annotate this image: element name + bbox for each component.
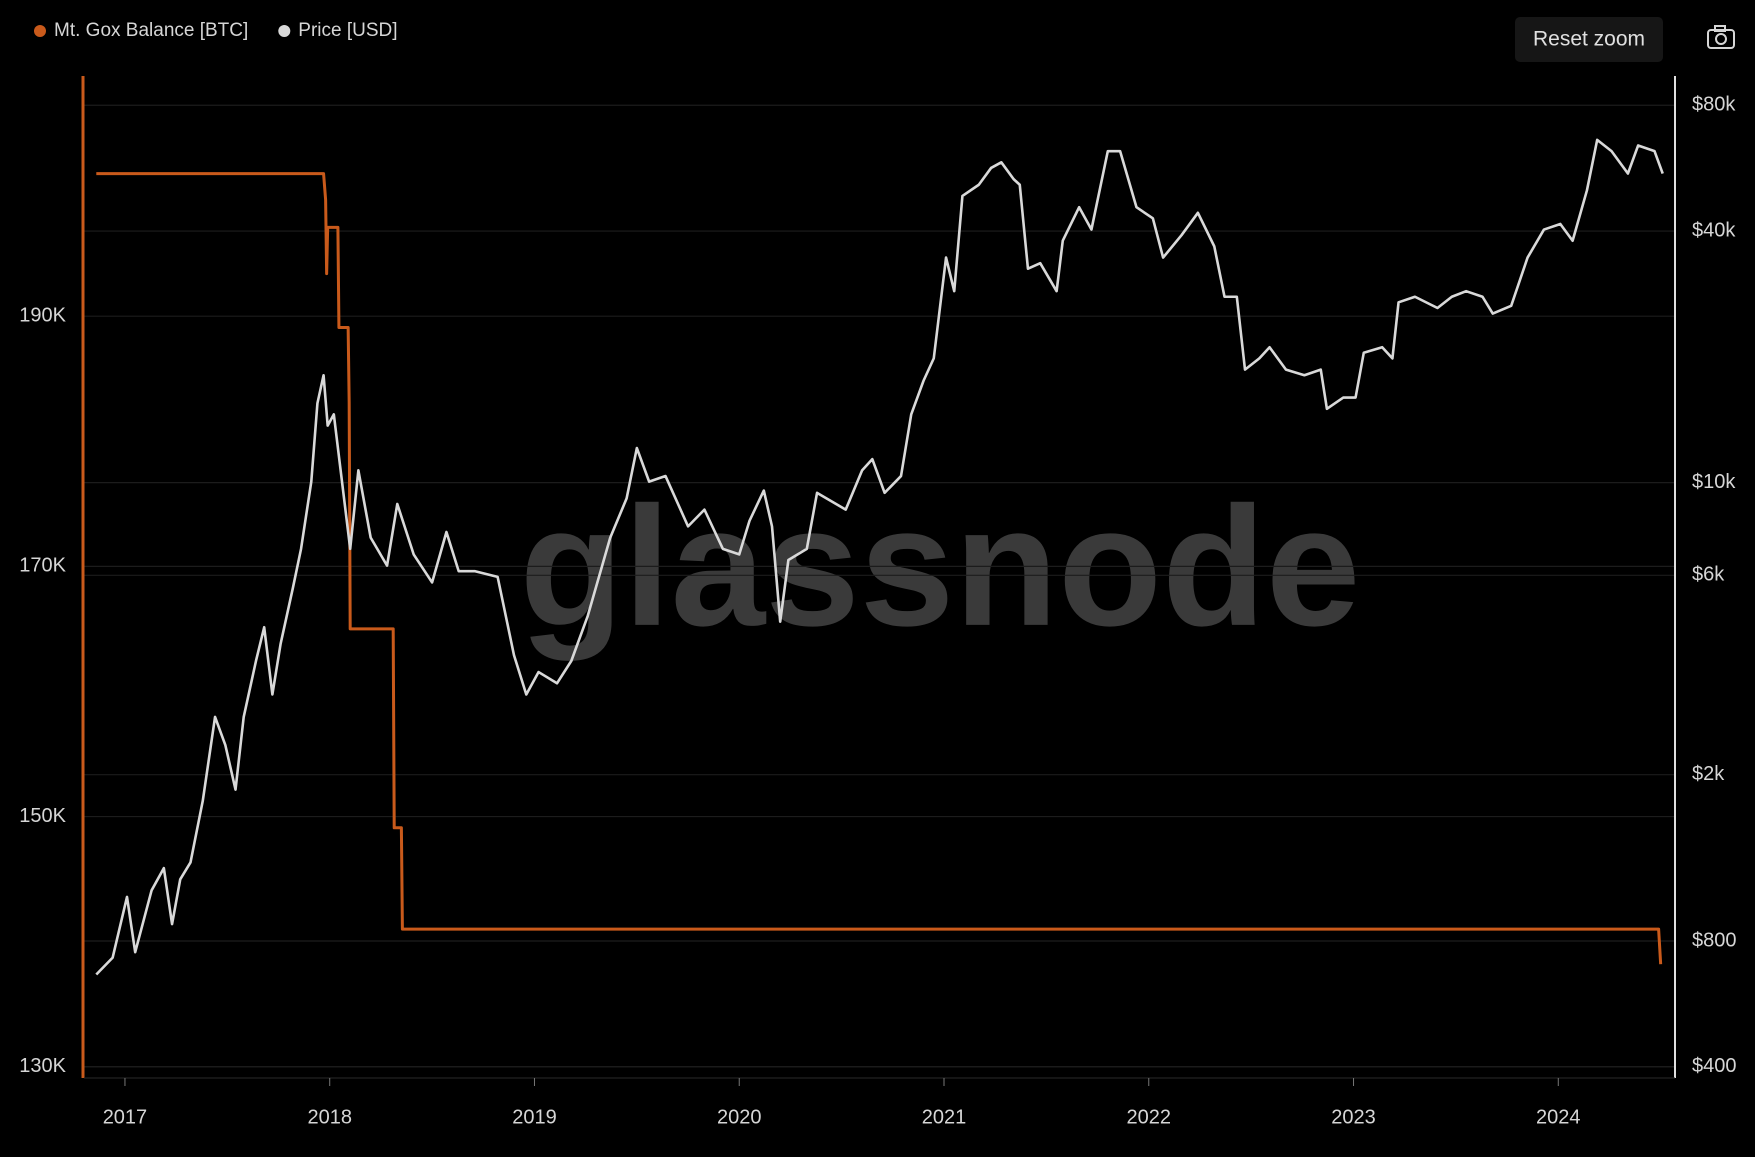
- export-camera-icon[interactable]: [1707, 25, 1735, 49]
- camera-top[interactable]: [1714, 25, 1726, 32]
- y2-tick-label: $800: [1692, 929, 1737, 951]
- y2-tick-label: $2k: [1692, 763, 1725, 785]
- y-tick-label: 190K: [19, 304, 66, 326]
- legend-swatch[interactable]: [34, 25, 46, 37]
- y-tick-label: 150K: [19, 805, 66, 827]
- legend-swatch[interactable]: [278, 25, 291, 37]
- x-tick-label: 2019: [512, 1106, 557, 1128]
- legend-item[interactable]: Mt. Gox Balance [BTC]: [34, 20, 248, 41]
- button-label[interactable]: Reset zoom: [1533, 28, 1645, 51]
- legend-item[interactable]: Price [USD]: [278, 20, 398, 41]
- x-tick-label: 2022: [1127, 1106, 1172, 1128]
- x-tick-label: 2017: [103, 1106, 148, 1128]
- y-tick-label: 170K: [19, 555, 66, 577]
- y2-tick-label: $10k: [1692, 471, 1736, 493]
- reset-zoom-button[interactable]: Reset zoom: [1515, 17, 1663, 62]
- x-tick-label: 2024: [1536, 1106, 1581, 1128]
- x-tick-label: 2018: [307, 1106, 352, 1128]
- y2-tick-label: $40k: [1692, 219, 1736, 241]
- button-background[interactable]: [1515, 17, 1663, 62]
- x-tick-label: 2020: [717, 1106, 762, 1128]
- legend-label[interactable]: Price [USD]: [298, 20, 397, 41]
- x-tick-label: 2021: [922, 1106, 967, 1128]
- x-tick-label: 2023: [1331, 1106, 1376, 1128]
- legend-label[interactable]: Mt. Gox Balance [BTC]: [54, 20, 248, 41]
- y2-tick-label: $6k: [1692, 564, 1725, 586]
- series-line: [96, 172, 1663, 965]
- y2-tick-label: $80k: [1692, 94, 1736, 116]
- y2-tick-label: $400: [1692, 1055, 1737, 1077]
- camera-lens[interactable]: [1715, 33, 1727, 45]
- y-tick-label: 130K: [19, 1055, 66, 1077]
- series-line: [95, 138, 1664, 976]
